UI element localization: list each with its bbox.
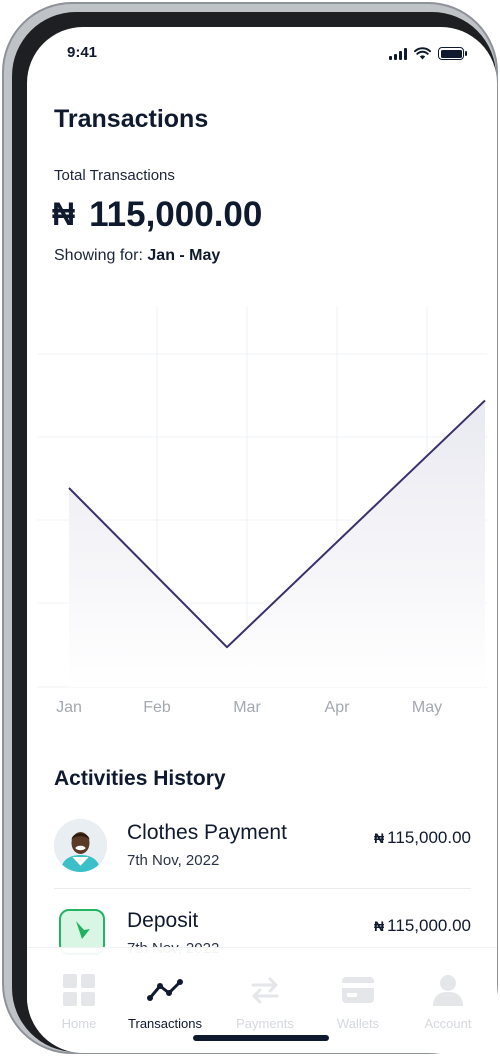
tab-wallets[interactable]: Wallets bbox=[313, 972, 403, 1031]
wifi-icon bbox=[414, 47, 431, 60]
total-transactions-amount: ₦ 115,000.00 bbox=[52, 195, 262, 235]
chart-x-tick-label: Mar bbox=[233, 699, 261, 716]
chart-x-axis: Jan Feb Mar Apr May bbox=[27, 699, 497, 723]
page-title: Transactions bbox=[54, 105, 209, 133]
naira-symbol: ₦ bbox=[374, 830, 385, 846]
avatar bbox=[54, 819, 107, 872]
status-time: 9:41 bbox=[67, 44, 98, 61]
phone-bezel: 9:41 Transactions Total Transactions ₦ 1… bbox=[12, 12, 497, 1053]
battery-icon bbox=[438, 47, 467, 60]
activity-divider bbox=[54, 888, 471, 889]
total-amount-value: 115,000.00 bbox=[89, 195, 263, 234]
transfer-arrows-icon bbox=[251, 977, 279, 1004]
tab-home[interactable]: Home bbox=[34, 972, 124, 1031]
tab-transactions[interactable]: Transactions bbox=[120, 972, 210, 1031]
chart-area bbox=[69, 400, 485, 687]
tab-label: Wallets bbox=[336, 1016, 380, 1031]
tab-payments[interactable]: Payments bbox=[220, 972, 310, 1031]
naira-symbol: ₦ bbox=[374, 918, 385, 934]
activity-date: 7th Nov, 2022 bbox=[127, 852, 220, 869]
app-screen: 9:41 Transactions Total Transactions ₦ 1… bbox=[27, 27, 497, 1053]
activity-amount: ₦ 115,000.00 bbox=[374, 916, 471, 936]
home-indicator bbox=[193, 1035, 329, 1041]
trend-icon bbox=[147, 979, 183, 1001]
activity-item-clothes-payment[interactable]: Clothes Payment 7th Nov, 2022 ₦ 115,000.… bbox=[54, 819, 471, 879]
date-range-filter[interactable]: Showing for: Jan - May bbox=[54, 247, 220, 265]
naira-symbol: ₦ bbox=[52, 195, 76, 232]
showing-range[interactable]: Jan - May bbox=[147, 247, 221, 264]
chart-svg bbox=[37, 307, 487, 688]
activity-name: Deposit bbox=[127, 909, 199, 932]
activity-amount: ₦ 115,000.00 bbox=[374, 828, 471, 848]
tab-label: Home bbox=[61, 1016, 97, 1031]
tab-account[interactable]: Account bbox=[403, 972, 493, 1031]
chart-x-tick-label: Apr bbox=[324, 699, 350, 716]
activity-amount-value: 115,000.00 bbox=[387, 916, 471, 935]
signal-icon bbox=[389, 47, 407, 60]
transactions-chart: Jan Feb Mar Apr May bbox=[27, 289, 497, 729]
chart-x-tick-label: Jan bbox=[56, 699, 82, 716]
user-icon bbox=[433, 975, 463, 1006]
total-transactions-label: Total Transactions bbox=[54, 167, 175, 184]
home-icon bbox=[63, 974, 95, 1006]
chart-series-line bbox=[68, 399, 486, 649]
status-icons bbox=[389, 47, 467, 60]
tab-label: Transactions bbox=[128, 1016, 202, 1031]
showing-prefix: Showing for: bbox=[54, 247, 143, 264]
tab-label: Account bbox=[424, 1016, 472, 1031]
activity-amount-value: 115,000.00 bbox=[387, 828, 471, 847]
tab-label: Payments bbox=[236, 1016, 294, 1031]
chart-x-tick-label: Feb bbox=[143, 699, 171, 716]
activities-history-title: Activities History bbox=[54, 767, 226, 790]
activity-name: Clothes Payment bbox=[127, 821, 287, 844]
chart-x-tick-label: May bbox=[411, 699, 443, 716]
wallet-card-icon bbox=[342, 977, 374, 1003]
